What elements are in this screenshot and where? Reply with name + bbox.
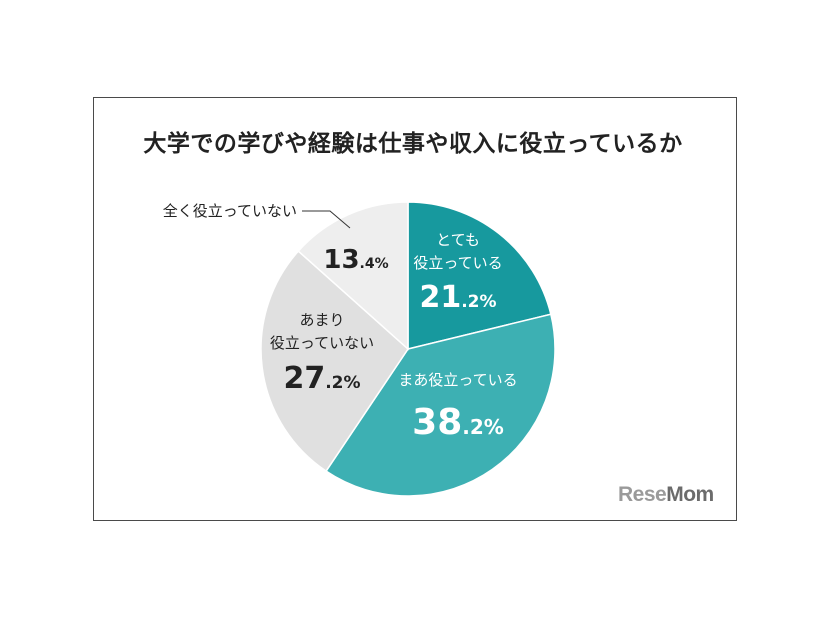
slice-label-1-line-2: 役立っている: [413, 254, 502, 272]
slice-value-1: 21.2%: [419, 280, 496, 315]
slice-label-3-line-1: あまり: [299, 311, 344, 329]
pie-slice-3: [260, 250, 409, 473]
slice-value-2: 38.2%: [412, 402, 504, 443]
logo-part-1: Rese: [618, 483, 667, 506]
slice-value-4: 13.4%: [323, 245, 388, 275]
slice-label-2-line-1: まあ役立っている: [398, 371, 517, 389]
logo-part-2: Mom: [666, 483, 714, 506]
pie-slice-1: [407, 201, 552, 350]
slice-label-3-line-2: 役立っていない: [270, 334, 374, 352]
slice-label-4: 全く役立っていない: [163, 202, 297, 220]
resemom-logo: ReseMom: [618, 483, 714, 507]
slice-value-3: 27.2%: [283, 361, 360, 396]
pie-slice-2: [325, 313, 556, 497]
chart-title: 大学での学びや経験は仕事や収入に役立っているか: [143, 131, 683, 157]
pie-slice-4: [297, 201, 409, 351]
slice-label-1-line-1: とても: [436, 231, 480, 249]
leader-line: [302, 210, 351, 229]
